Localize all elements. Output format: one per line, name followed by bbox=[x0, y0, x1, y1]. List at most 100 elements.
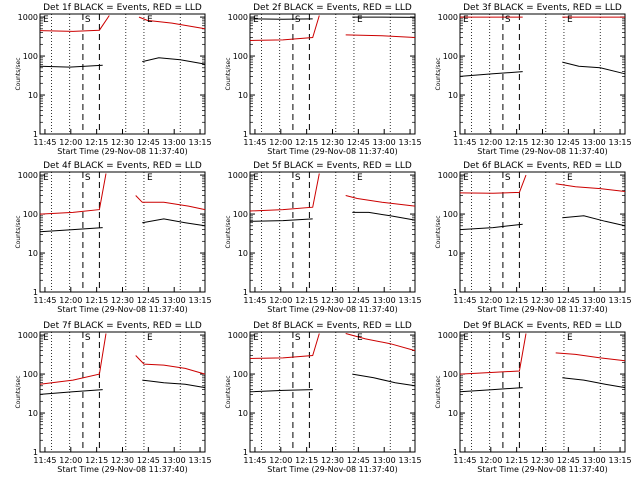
y-tick-label: 1000 bbox=[18, 13, 38, 22]
marker-e: E bbox=[147, 15, 153, 25]
y-tick-label: 100 bbox=[443, 370, 458, 379]
y-tick-label: 1 bbox=[243, 288, 248, 297]
y-tick-label: 1 bbox=[453, 288, 458, 297]
x-tick-label: 12:15 bbox=[295, 138, 318, 147]
x-tick-label: 11:45 bbox=[453, 138, 476, 147]
x-tick-label: 12:45 bbox=[557, 456, 580, 465]
x-tick-label: 13:00 bbox=[373, 456, 396, 465]
x-tick-label: 12:45 bbox=[137, 456, 160, 465]
lld-series-line bbox=[39, 333, 107, 385]
x-tick-label: 12:30 bbox=[321, 296, 344, 305]
events-series-line bbox=[459, 387, 523, 393]
x-tick-label: 12:30 bbox=[111, 138, 134, 147]
marker-e: E bbox=[463, 15, 469, 25]
y-tick-label: 10 bbox=[238, 409, 248, 418]
marker-e: E bbox=[253, 173, 259, 183]
x-axis-label: Start Time (29-Nov-08 11:37:40) bbox=[477, 305, 607, 314]
x-tick-label: 12:00 bbox=[479, 296, 502, 305]
x-axis-label: Start Time (29-Nov-08 11:37:40) bbox=[267, 305, 397, 314]
panel-title: Det 6f BLACK = Events, RED = LLD bbox=[463, 161, 622, 171]
marker-s: S bbox=[505, 333, 511, 343]
marker-e: E bbox=[357, 173, 363, 183]
y-tick-label: 1 bbox=[33, 448, 38, 457]
lld-series-line bbox=[39, 15, 110, 32]
lld-series-line bbox=[39, 173, 107, 215]
marker-s: S bbox=[85, 173, 91, 183]
y-tick-label: 1000 bbox=[228, 331, 248, 340]
y-axis-label: Counts/sec bbox=[15, 215, 22, 248]
x-tick-label: 13:00 bbox=[583, 138, 606, 147]
x-tick-label: 12:15 bbox=[295, 296, 318, 305]
events-series-line bbox=[249, 389, 313, 393]
x-tick-label: 13:00 bbox=[373, 138, 396, 147]
y-axis-label: Counts/sec bbox=[435, 215, 442, 248]
lld-series-line bbox=[249, 173, 320, 212]
y-tick-label: 10 bbox=[238, 91, 248, 100]
panel-5: Det 5f BLACK = Events, RED = LLD 1 10 100 10… bbox=[225, 161, 422, 314]
marker-e: E bbox=[253, 333, 259, 343]
x-tick-label: 11:45 bbox=[243, 138, 266, 147]
panel-title: Det 4f BLACK = Events, RED = LLD bbox=[43, 161, 202, 171]
events-series-line bbox=[459, 223, 523, 231]
events-series-line bbox=[142, 218, 206, 227]
events-series-line bbox=[562, 377, 626, 389]
x-tick-label: 12:00 bbox=[59, 296, 82, 305]
x-tick-label: 11:45 bbox=[33, 296, 56, 305]
x-tick-label: 13:15 bbox=[399, 138, 422, 147]
lld-series-line bbox=[345, 34, 416, 38]
x-tick-label: 12:45 bbox=[137, 138, 160, 147]
marker-e: E bbox=[43, 15, 49, 25]
y-tick-label: 1000 bbox=[438, 331, 458, 340]
x-tick-label: 12:15 bbox=[505, 456, 528, 465]
y-tick-label: 100 bbox=[23, 210, 38, 219]
events-series-line bbox=[562, 61, 626, 75]
marker-s: S bbox=[295, 15, 301, 25]
x-tick-label: 12:45 bbox=[347, 456, 370, 465]
y-tick-label: 10 bbox=[28, 409, 38, 418]
y-tick-label: 1 bbox=[453, 448, 458, 457]
panel-8: Det 8f BLACK = Events, RED = LLD 1 10 100 10… bbox=[225, 321, 422, 474]
panel-title: Det 8f BLACK = Events, RED = LLD bbox=[253, 321, 412, 331]
x-tick-label: 11:45 bbox=[453, 296, 476, 305]
y-axis-label: Counts/sec bbox=[15, 375, 22, 408]
x-tick-label: 12:15 bbox=[85, 138, 108, 147]
y-tick-label: 100 bbox=[23, 370, 38, 379]
events-series-line bbox=[39, 389, 103, 395]
lld-series-line bbox=[135, 195, 206, 211]
y-tick-label: 1000 bbox=[438, 13, 458, 22]
y-tick-label: 100 bbox=[23, 52, 38, 61]
lld-series-line bbox=[138, 16, 206, 30]
y-tick-label: 1000 bbox=[438, 171, 458, 180]
panel-6: Det 6f BLACK = Events, RED = LLD 1 10 100 10… bbox=[435, 161, 632, 314]
x-tick-label: 12:30 bbox=[531, 456, 554, 465]
panel-3: Det 3f BLACK = Events, RED = LLD 1 10 100 10… bbox=[435, 3, 632, 156]
events-series-line bbox=[142, 57, 206, 65]
x-tick-label: 12:45 bbox=[557, 296, 580, 305]
y-tick-label: 1 bbox=[243, 448, 248, 457]
x-tick-label: 12:15 bbox=[85, 456, 108, 465]
x-tick-label: 13:15 bbox=[609, 296, 632, 305]
marker-e: E bbox=[357, 333, 363, 343]
y-tick-label: 1000 bbox=[228, 171, 248, 180]
x-axis-label: Start Time (29-Nov-08 11:37:40) bbox=[57, 147, 187, 156]
events-series-line bbox=[249, 218, 313, 222]
x-tick-label: 12:45 bbox=[347, 138, 370, 147]
x-tick-label: 12:00 bbox=[479, 138, 502, 147]
x-tick-label: 12:00 bbox=[269, 456, 292, 465]
x-tick-label: 12:15 bbox=[505, 138, 528, 147]
lld-series-line bbox=[459, 174, 527, 194]
x-tick-label: 13:15 bbox=[609, 138, 632, 147]
x-axis-label: Start Time (29-Nov-08 11:37:40) bbox=[57, 305, 187, 314]
x-tick-label: 12:45 bbox=[137, 296, 160, 305]
lld-series-line bbox=[345, 333, 416, 352]
y-tick-label: 10 bbox=[238, 249, 248, 258]
lld-series-line bbox=[459, 333, 527, 375]
x-tick-label: 13:00 bbox=[373, 296, 396, 305]
y-tick-label: 10 bbox=[28, 249, 38, 258]
x-tick-label: 12:00 bbox=[269, 296, 292, 305]
x-tick-label: 12:45 bbox=[557, 138, 580, 147]
y-tick-label: 100 bbox=[233, 52, 248, 61]
y-axis-label: Counts/sec bbox=[435, 57, 442, 90]
marker-s: S bbox=[295, 173, 301, 183]
